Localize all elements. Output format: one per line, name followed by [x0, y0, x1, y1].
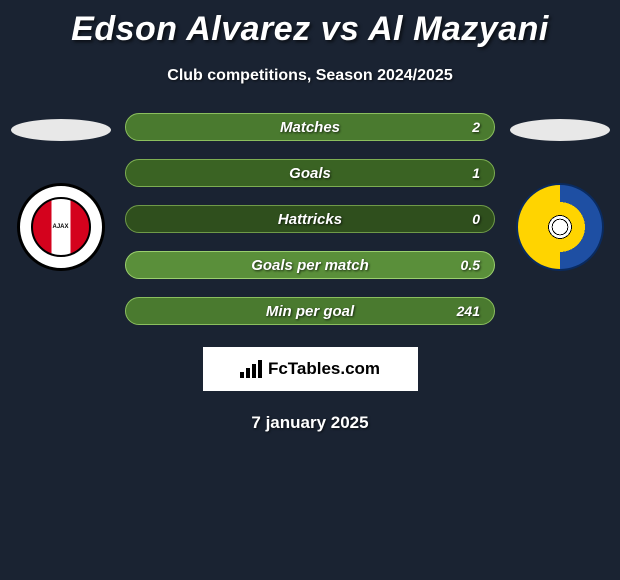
- right-club-badge: [516, 183, 604, 271]
- stat-label: Goals per match: [251, 257, 369, 274]
- stat-label: Hattricks: [278, 211, 342, 228]
- stat-value: 2: [472, 119, 480, 135]
- stat-row-matches: Matches 2: [125, 113, 495, 141]
- stat-value: 0: [472, 211, 480, 227]
- stat-value: 0.5: [461, 257, 480, 273]
- stat-label: Goals: [289, 165, 331, 182]
- brand-text: FcTables.com: [268, 359, 380, 379]
- stat-row-hattricks: Hattricks 0: [125, 205, 495, 233]
- left-player-avatar: [11, 119, 111, 141]
- stat-label: Matches: [280, 119, 340, 136]
- page-title: Edson Alvarez vs Al Mazyani: [0, 0, 620, 49]
- left-club-badge: AJAX: [17, 183, 105, 271]
- stat-label: Min per goal: [266, 303, 354, 320]
- stat-value: 241: [457, 303, 480, 319]
- right-player-column: [507, 113, 612, 271]
- season-subtitle: Club competitions, Season 2024/2025: [0, 67, 620, 85]
- brand-attribution[interactable]: FcTables.com: [203, 347, 418, 391]
- bar-chart-icon: [240, 360, 262, 378]
- ajax-crest-icon: AJAX: [31, 197, 91, 257]
- right-player-avatar: [510, 119, 610, 141]
- stat-row-goals-per-match: Goals per match 0.5: [125, 251, 495, 279]
- left-player-column: AJAX: [8, 113, 113, 271]
- stats-list: Matches 2 Goals 1 Hattricks 0 Goals per …: [113, 113, 507, 325]
- stat-row-min-per-goal: Min per goal 241: [125, 297, 495, 325]
- stat-value: 1: [472, 165, 480, 181]
- snapshot-date: 7 january 2025: [0, 413, 620, 433]
- comparison-row: AJAX Matches 2 Goals 1 Hattricks 0 Goals…: [0, 113, 620, 325]
- stat-row-goals: Goals 1: [125, 159, 495, 187]
